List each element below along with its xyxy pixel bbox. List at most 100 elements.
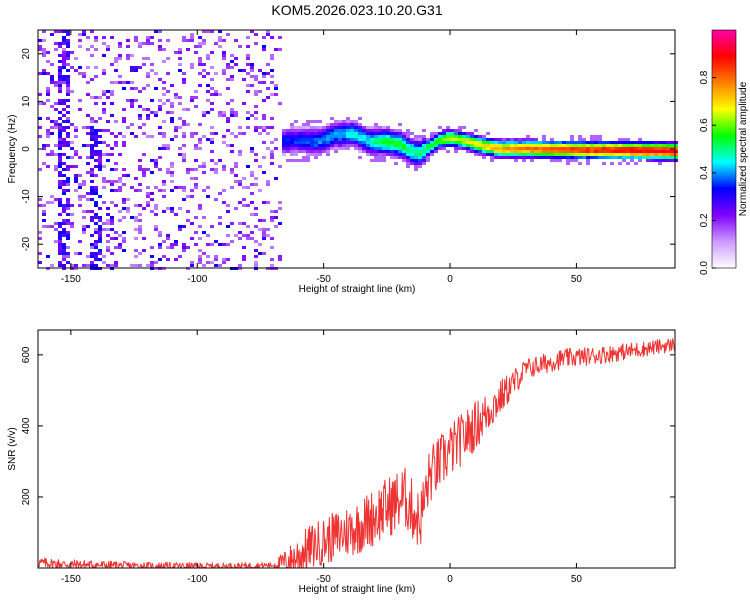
spectrogram-cell-980 (238, 69, 242, 72)
spectrogram-cell-613 (146, 117, 150, 120)
spectrogram-cell-471 (110, 252, 114, 255)
spectrogram-cell-1647 (482, 135, 486, 138)
spectrogram-cell-174 (62, 231, 66, 234)
spectrogram-cell-1934 (634, 162, 638, 165)
spectrogram-cell-567 (134, 255, 138, 258)
spectrogram-cell-878 (210, 108, 214, 111)
spectrogram-cell-522 (122, 207, 126, 210)
spectrogram-cell-1955 (646, 159, 650, 162)
spectrogram-cell-1175 (290, 135, 294, 138)
spectrogram-cell-297 (86, 114, 90, 117)
spectrogram-cell-173 (62, 228, 66, 231)
spectrogram-cell-1316 (342, 120, 346, 123)
snr-ytick-label-1: 400 (21, 417, 32, 434)
spectrogram-cell-870 (206, 261, 210, 264)
spectrogram-cell-1714 (518, 141, 522, 144)
spectrogram-cell-607 (146, 57, 150, 60)
spectrogram-cell-572 (138, 90, 142, 93)
spectrogram-cell-984 (238, 153, 242, 156)
spectrogram-cell-1391 (370, 138, 374, 141)
spectrogram-cell-661 (158, 105, 162, 108)
spectrogram-cell-110 (58, 153, 62, 156)
spectrogram-cell-1449 (390, 141, 394, 144)
spectrogram-cell-1024 (250, 63, 254, 66)
spectrogram-cell-521 (122, 201, 126, 204)
spectrogram-cell-395 (98, 195, 102, 198)
spectrogram-cell-470 (110, 237, 114, 240)
spectrogram-cell-4 (38, 93, 42, 96)
spectrogram-cell-1154 (282, 132, 286, 135)
spectrogram-cell-903 (218, 36, 222, 39)
spectrogram-cell-1887 (610, 150, 614, 153)
spectrogram-cell-959 (230, 150, 234, 153)
spectrogram-cell-788 (190, 63, 194, 66)
spectrogram-cell-927 (222, 189, 226, 192)
spectrogram-cell-1938 (638, 147, 642, 150)
spectrogram-cell-1040 (254, 33, 258, 36)
spectrogram-cell-924 (222, 141, 226, 144)
spectrogram-cell-1133 (274, 48, 278, 51)
spectrogram-cell-505 (118, 219, 122, 222)
spectrogram-cell-475 (114, 60, 118, 63)
spectrogram-cell-1378 (366, 129, 370, 132)
spectrogram-cell-362 (94, 159, 98, 162)
spectrogram-cell-1610 (458, 147, 462, 150)
spectrogram-cell-249 (74, 129, 78, 132)
spectrogram-cell-1088 (262, 171, 266, 174)
spectrogram-cell-860 (206, 84, 210, 87)
spectrogram-cell-188 (66, 45, 70, 48)
spectrogram-cell-1965 (654, 147, 658, 150)
spectrogram-cell-1600 (454, 144, 458, 147)
spectrogram-cell-1503 (410, 144, 414, 147)
spectrogram-cell-149 (62, 81, 66, 84)
spectrogram-cell-688 (162, 189, 166, 192)
spectrogram-cell-791 (190, 99, 194, 102)
spectrogram-cell-1395 (370, 150, 374, 153)
spectrogram-cell-1898 (618, 141, 622, 144)
spectrogram-cell-669 (158, 231, 162, 234)
spectrogram-cell-1214 (302, 150, 306, 153)
spectrogram-cell-589 (138, 264, 142, 267)
spectrogram-cell-1050 (254, 129, 258, 132)
spectrogram-cell-273 (78, 198, 82, 201)
spectrogram-cell-1697 (506, 156, 510, 159)
spectrogram-cell-336 (90, 216, 94, 219)
spectrogram-cell-1467 (398, 129, 402, 132)
spectrogram-cell-670 (158, 234, 162, 237)
spectrogram-cell-458 (110, 132, 114, 135)
spectrogram-cell-346 (94, 36, 98, 39)
spectrogram-cell-569 (138, 42, 142, 45)
spectrogram-cell-983 (238, 150, 242, 153)
spectrogram-cell-372 (94, 222, 98, 225)
spectrogram-cell-52 (50, 75, 54, 78)
spectrogram-cell-1682 (498, 153, 502, 156)
spectrogram-cell-1712 (514, 159, 518, 162)
spectrogram-cell-1059 (254, 249, 258, 252)
spectrogram-cell-656 (158, 39, 162, 42)
spectrogram-cell-332 (90, 189, 94, 192)
spectrogram-cell-576 (138, 126, 142, 129)
spectrogram-cell-660 (158, 99, 162, 102)
spectrogram-cell-1881 (606, 150, 610, 153)
spectrogram-cell-1690 (502, 156, 506, 159)
spectrogram-cell-348 (94, 48, 98, 51)
spectrogram-cell-1542 (422, 159, 426, 162)
spectrogram-cell-677 (162, 81, 166, 84)
spectrogram-cell-1681 (498, 150, 502, 153)
spectrogram-cell-441 (106, 207, 110, 210)
spectrogram-cell-1184 (294, 126, 298, 129)
spectrogram-cell-1769 (546, 153, 550, 156)
spectrogram-cell-1289 (330, 132, 334, 135)
spectrogram-cell-1014 (246, 111, 250, 114)
spectrogram-cell-1484 (402, 153, 406, 156)
spectrogram-cell-1902 (618, 153, 622, 156)
spectrogram-cell-1520 (414, 165, 418, 168)
spectrogram-cell-1767 (546, 147, 550, 150)
spectrogram-cell-468 (110, 222, 114, 225)
spectrogram-cell-594 (142, 108, 146, 111)
spectrogram-cell-330 (90, 180, 94, 183)
spectrogram-cell-28 (42, 210, 46, 213)
spectrogram-cell-1915 (626, 144, 630, 147)
spectrogram-cell-33 (46, 60, 50, 63)
spectrogram-cell-1485 (402, 156, 406, 159)
